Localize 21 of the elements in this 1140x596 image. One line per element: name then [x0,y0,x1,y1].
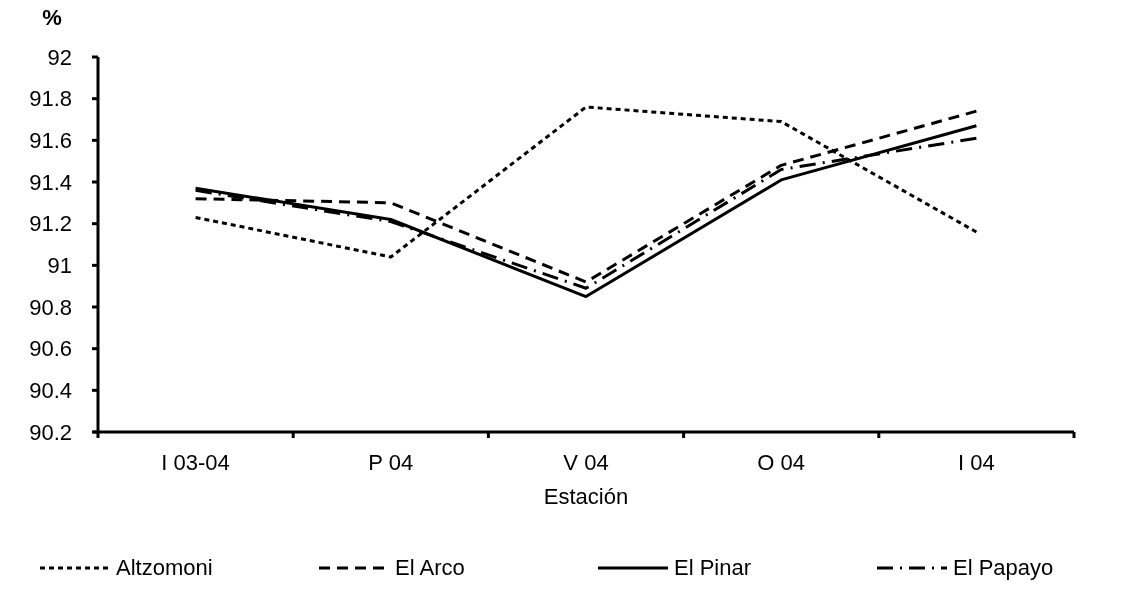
legend-label: El Arco [395,555,465,580]
legend-label: El Pinar [674,555,752,580]
y-tick-label: 90.8 [29,294,72,320]
x-tick-label: I 04 [958,450,995,475]
x-axis-title: Estación [543,484,629,509]
y-tick-label: 90.6 [29,336,72,362]
legend-label: El Papayo [953,555,1054,580]
y-tick-label: 92 [47,44,72,70]
y-axis-title: % [42,5,62,30]
x-tick-label: V 04 [563,450,609,475]
y-tick-label: 91.6 [29,128,72,154]
y-tick-label: 91.2 [29,211,72,237]
y-tick-label: 90.4 [29,378,72,404]
x-tick-label: I 03-04 [161,450,230,475]
x-tick-label: P 04 [368,450,414,475]
y-tick-label: 91 [47,253,72,279]
legend-label: Altzomoni [116,555,213,580]
y-tick-label: 91.8 [29,86,72,112]
y-tick-label: 90.2 [29,419,72,445]
y-tick-label: 91.4 [29,169,72,195]
x-tick-label: O 04 [757,450,806,475]
